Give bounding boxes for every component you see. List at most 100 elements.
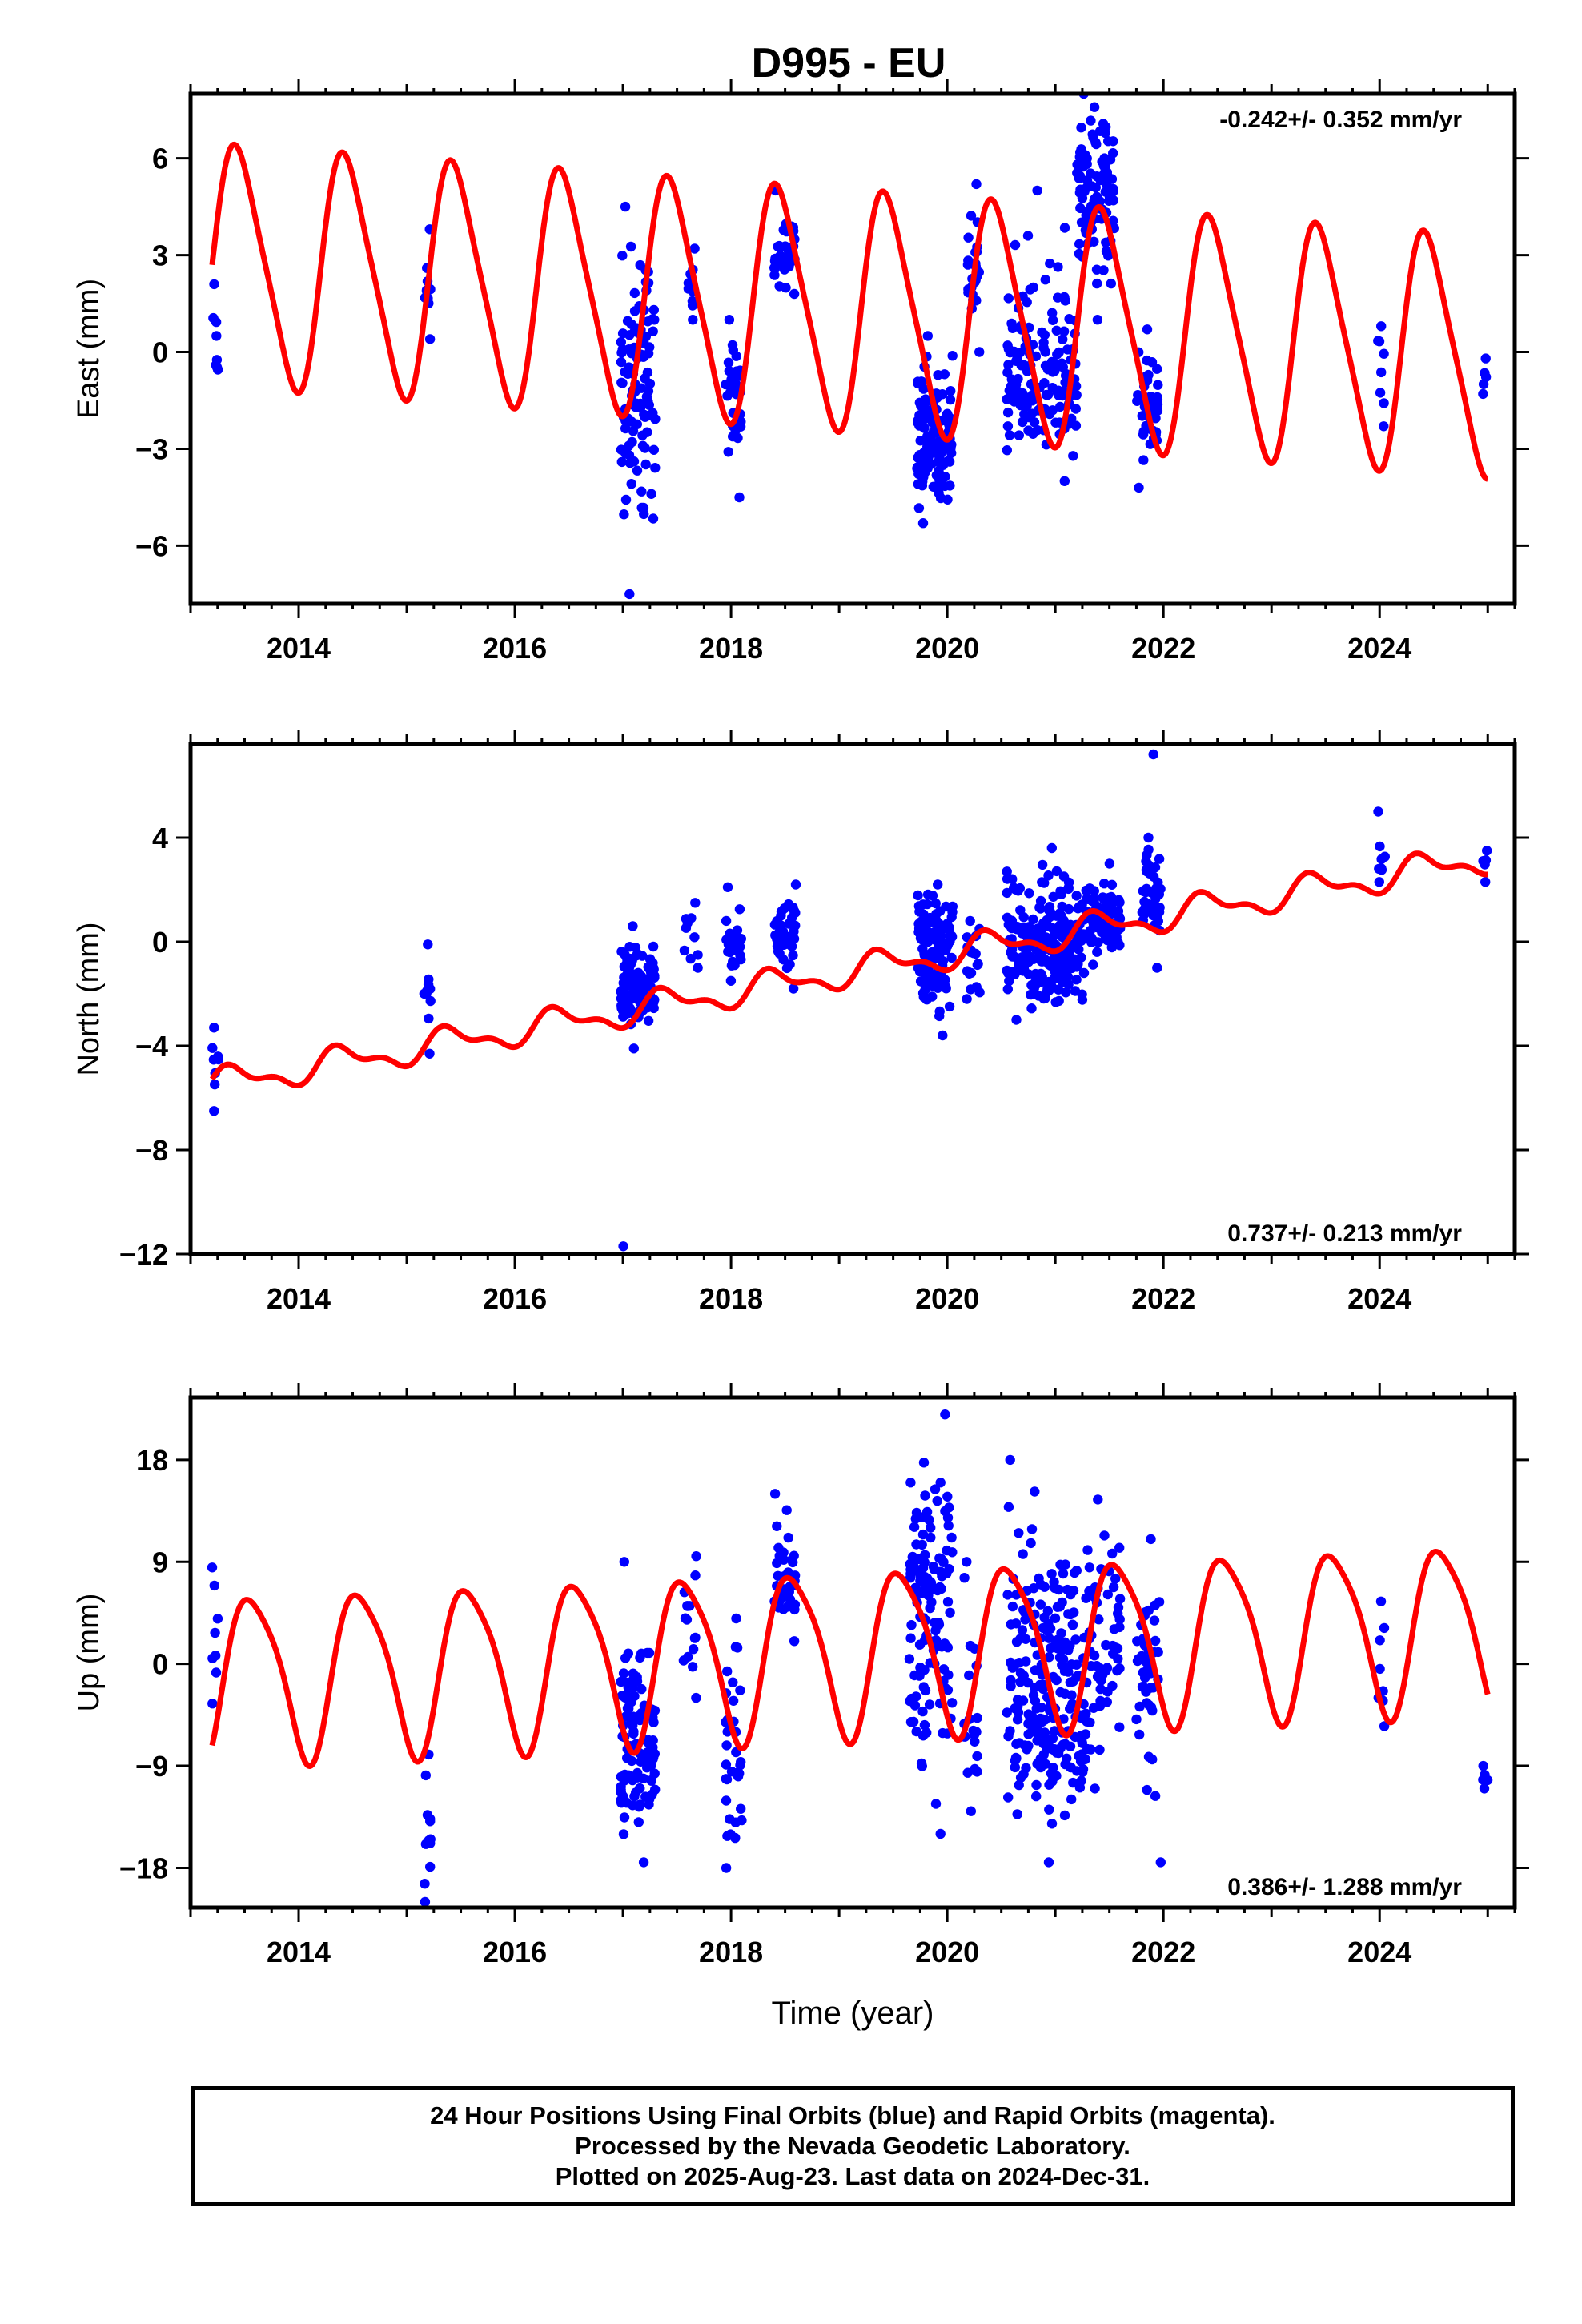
data-point [1138, 455, 1149, 465]
data-point [1056, 889, 1066, 900]
data-point [725, 388, 736, 398]
data-point [1480, 877, 1491, 887]
data-point [1034, 1573, 1044, 1584]
rate-annotation: 0.386+/- 1.288 mm/yr [1227, 1874, 1462, 1900]
data-point [1028, 428, 1038, 439]
data-point [683, 278, 694, 288]
data-point [1479, 1783, 1490, 1794]
data-point [1042, 1734, 1052, 1745]
data-point [780, 241, 790, 251]
data-point [632, 1672, 642, 1683]
data-point [1081, 885, 1091, 896]
data-point [1002, 866, 1012, 877]
data-point [1029, 983, 1039, 994]
data-point [1034, 902, 1045, 913]
data-point [1038, 337, 1049, 348]
data-point [1148, 911, 1159, 921]
y-tick-label: 0 [152, 1648, 168, 1681]
data-point [926, 1532, 936, 1543]
data-point [624, 1703, 634, 1714]
data-point [1009, 1662, 1019, 1672]
data-point [1058, 871, 1070, 882]
data-point [1053, 1747, 1064, 1759]
plot-frame [188, 742, 1517, 1256]
data-point [617, 378, 628, 388]
data-point [636, 383, 647, 393]
data-point [1003, 1792, 1014, 1803]
data-point [1010, 1703, 1020, 1714]
data-point [1152, 364, 1162, 374]
data-point [1002, 340, 1013, 351]
data-point [1152, 394, 1163, 405]
data-point [640, 1750, 651, 1761]
data-point [736, 1803, 746, 1814]
data-point [1055, 1687, 1066, 1698]
data-point [789, 1636, 800, 1647]
data-point [1084, 1586, 1094, 1597]
data-point [207, 1699, 218, 1709]
data-point [1071, 962, 1082, 972]
data-point [1051, 1638, 1062, 1650]
data-point [1094, 1744, 1105, 1755]
data-point [618, 1241, 628, 1252]
data-point [926, 1522, 936, 1533]
data-point [1063, 1609, 1074, 1619]
data-point [930, 1484, 941, 1494]
data-point [211, 331, 222, 341]
data-point [1002, 445, 1013, 456]
data-points [207, 749, 1492, 1252]
data-point [947, 1698, 958, 1708]
data-point [209, 279, 219, 290]
data-point [1055, 1559, 1066, 1570]
data-point [943, 1670, 954, 1680]
data-point [620, 494, 632, 505]
data-point [1072, 167, 1082, 179]
data-point [1082, 894, 1094, 905]
data-point [1040, 1715, 1050, 1725]
data-point [644, 400, 654, 410]
data-point [1040, 993, 1050, 1003]
data-point [1033, 1724, 1043, 1735]
data-point [784, 261, 794, 272]
data-point [913, 901, 925, 911]
data-point [1379, 1622, 1390, 1634]
data-point [966, 211, 977, 221]
plot-frame [188, 1395, 1517, 1910]
data-point [420, 1879, 430, 1889]
data-point [1002, 1707, 1012, 1718]
data-point [1090, 1783, 1100, 1794]
data-point [1067, 1619, 1078, 1630]
model-curve [210, 850, 1490, 1088]
data-point [1011, 1753, 1022, 1763]
data-point [425, 995, 436, 1007]
y-axis-label: Up (mm) [72, 1594, 106, 1712]
data-point [963, 232, 974, 243]
data-point [648, 513, 659, 524]
data-point [688, 1662, 698, 1672]
data-point [1031, 1791, 1042, 1802]
data-point [1035, 1762, 1046, 1773]
data-point [944, 1001, 955, 1012]
data-point [938, 1030, 948, 1041]
data-point [687, 300, 698, 311]
data-point [1023, 969, 1034, 979]
data-point [689, 932, 700, 943]
data-point [935, 1478, 946, 1488]
data-point [650, 463, 661, 473]
data-point [770, 253, 781, 264]
data-point [631, 398, 642, 408]
data-point [1049, 1726, 1060, 1736]
data-point [693, 963, 703, 973]
data-point [690, 1570, 701, 1581]
data-point [648, 941, 659, 952]
data-point [1150, 413, 1161, 424]
data-point [1030, 968, 1041, 979]
data-point [769, 1489, 781, 1499]
data-point [1064, 314, 1074, 324]
data-point [918, 909, 929, 919]
data-point [906, 1620, 917, 1630]
data-point [1070, 1634, 1081, 1645]
data-point [1031, 1703, 1042, 1714]
data-point [623, 1683, 633, 1693]
data-point [642, 1647, 652, 1659]
